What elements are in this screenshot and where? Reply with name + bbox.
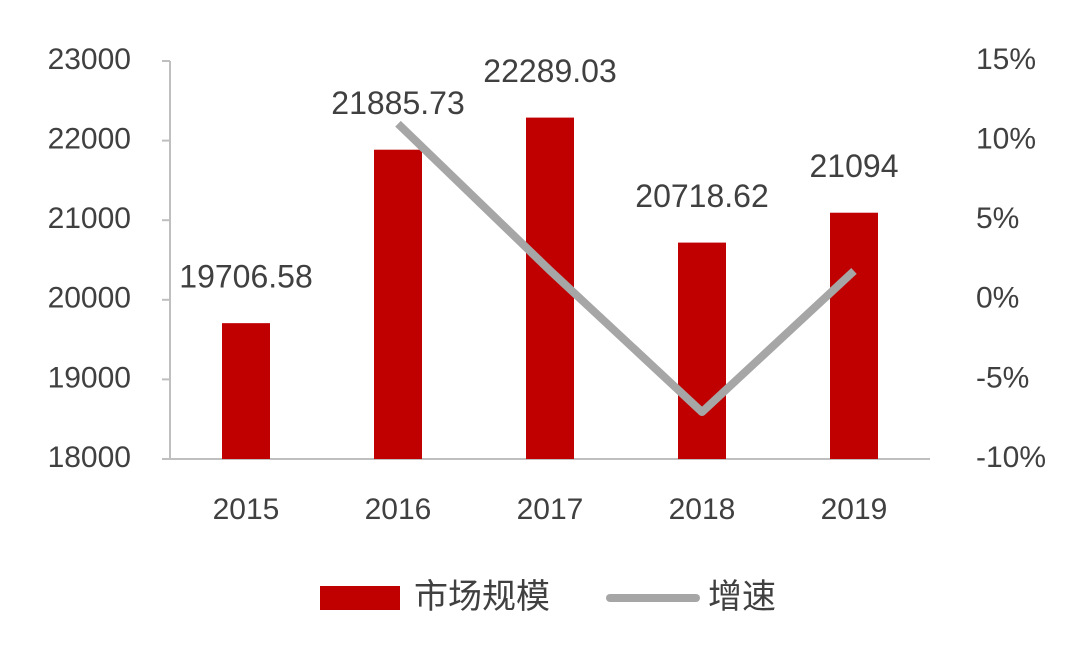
- y-tick-label: 21000: [48, 202, 131, 235]
- bar: [830, 212, 878, 459]
- x-tick-label: 2018: [669, 493, 736, 526]
- x-tick-label: 2019: [821, 493, 888, 526]
- value-label: 22289.03: [483, 53, 616, 89]
- bar: [678, 242, 726, 459]
- x-tick-label: 2016: [365, 493, 432, 526]
- bar: [222, 323, 270, 459]
- legend-label: 市场规模: [414, 578, 550, 616]
- y2-tick-label: -10%: [976, 441, 1046, 474]
- bar: [374, 149, 422, 459]
- y-tick-label: 20000: [48, 282, 131, 315]
- y-tick-label: 23000: [48, 43, 131, 76]
- value-label: 19706.58: [179, 259, 312, 295]
- growth-line: [395, 120, 857, 417]
- x-tick-label: 2015: [213, 493, 280, 526]
- y2-tick-label: 15%: [976, 43, 1036, 76]
- x-tick-label: 2017: [517, 493, 584, 526]
- value-label: 21094: [810, 148, 899, 184]
- y2-tick-label: 5%: [976, 202, 1019, 235]
- y2-tick-label: 0%: [976, 282, 1019, 315]
- value-label: 21885.73: [331, 85, 464, 121]
- y-tick-label: 18000: [48, 441, 131, 474]
- y-tick-label: 22000: [48, 123, 131, 156]
- y-tick-label: 19000: [48, 361, 131, 394]
- y2-tick-label: 10%: [976, 123, 1036, 156]
- legend-label: 增速: [708, 578, 776, 616]
- y2-tick-label: -5%: [976, 361, 1029, 394]
- legend-swatch: [320, 586, 400, 610]
- value-label: 20718.62: [635, 178, 768, 214]
